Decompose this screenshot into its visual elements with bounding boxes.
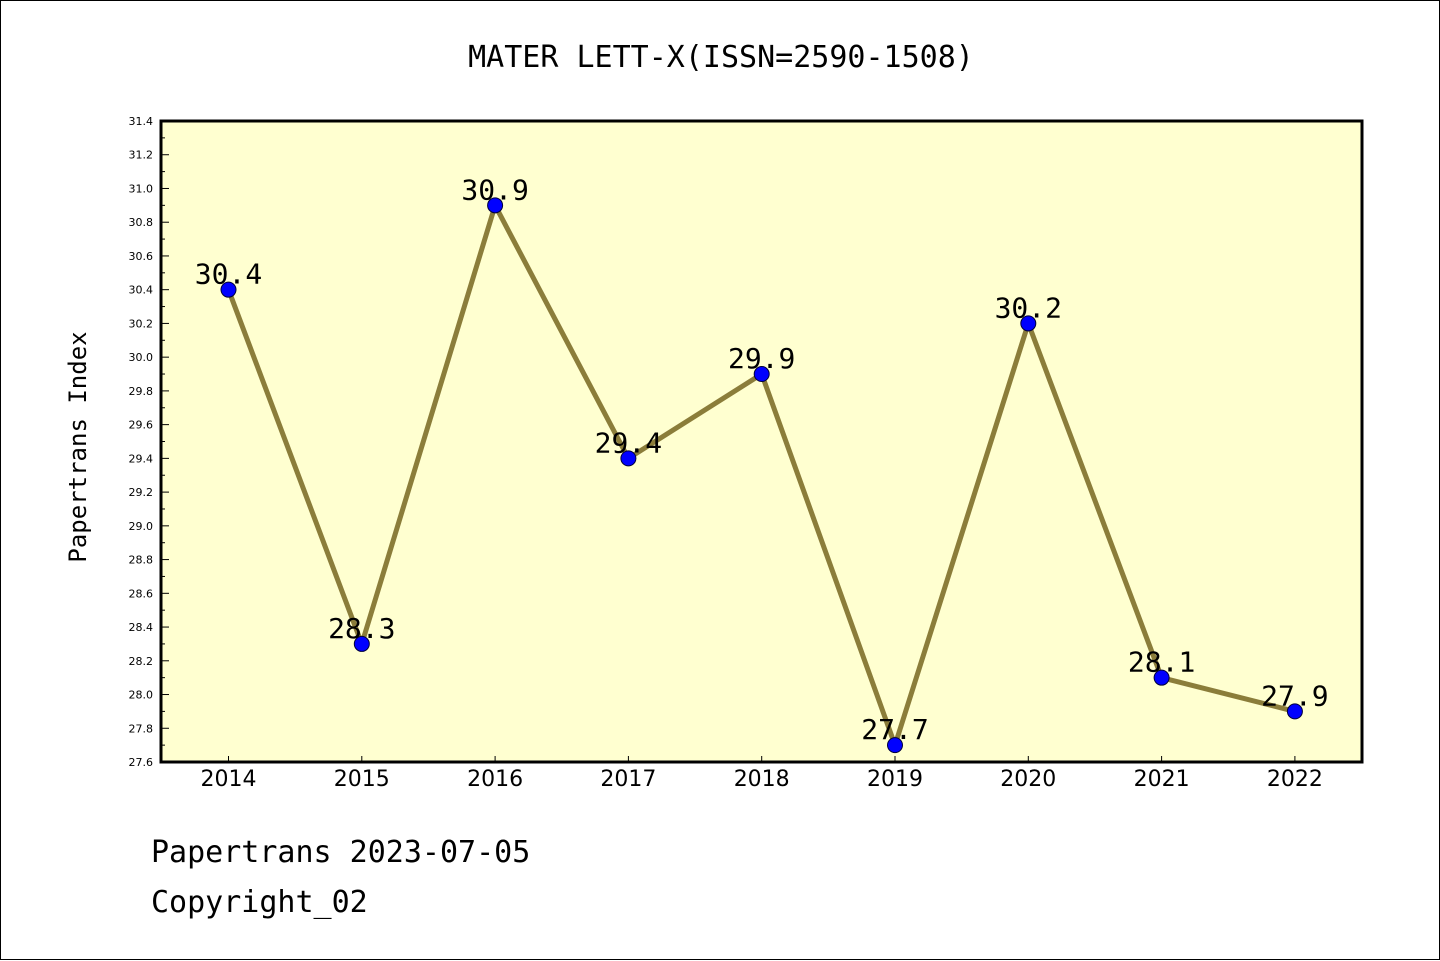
- y-tick-label: 30.0: [129, 351, 154, 364]
- data-label: 30.4: [195, 258, 262, 291]
- y-tick-label: 27.6: [129, 756, 154, 769]
- footer-copyright-text: Copyright_02: [151, 885, 368, 920]
- y-tick-label: 28.0: [129, 689, 154, 702]
- data-labels: 30.4 28.3 30.9 29.4 29.9 27.7 30.2 28.1 27.9: [195, 173, 1329, 746]
- data-label: 30.2: [995, 291, 1062, 324]
- x-tick-label: 2014: [201, 767, 257, 792]
- plot-area: [161, 121, 1362, 762]
- x-tick-label: 2019: [867, 767, 923, 792]
- data-label: 29.9: [728, 342, 795, 375]
- x-tick-label: 2017: [600, 767, 656, 792]
- data-label: 27.7: [861, 713, 928, 746]
- data-point-marker: [753, 366, 770, 383]
- data-point-marker: [620, 450, 637, 467]
- y-tick-label: 28.4: [129, 621, 154, 634]
- data-point-marker: [487, 197, 504, 214]
- y-tick-label: 29.2: [129, 486, 154, 499]
- data-point-marker: [1153, 669, 1170, 686]
- data-label: 28.3: [328, 612, 395, 645]
- y-tick-label: 31.4: [129, 115, 154, 128]
- chart-title: MATER LETT-X(ISSN=2590-1508): [468, 40, 974, 75]
- y-tick-label: 28.2: [129, 655, 154, 668]
- data-label: 28.1: [1128, 646, 1195, 679]
- plot-border: [159, 119, 1364, 764]
- y-tick-label: 29.0: [129, 520, 154, 533]
- data-label: 30.9: [461, 173, 528, 206]
- y-tick-label: 30.8: [129, 216, 154, 229]
- y-tick-label: 28.6: [129, 587, 154, 600]
- y-tick-label: 28.8: [129, 554, 154, 567]
- data-point-marker: [353, 635, 370, 652]
- x-axis: 2014 2015 2016 2017 2018 2019 2020 2021 2022: [201, 756, 1323, 792]
- x-tick-label: 2018: [734, 767, 790, 792]
- y-tick-label: 30.2: [129, 317, 154, 330]
- data-point-marker: [887, 737, 903, 754]
- y-tick-label: 29.6: [129, 419, 154, 432]
- y-tick-label: 31.0: [129, 182, 154, 195]
- data-point-marker: [220, 281, 237, 298]
- data-label: 29.4: [595, 426, 662, 459]
- y-tick-label: 29.8: [129, 385, 154, 398]
- data-label: 27.9: [1261, 679, 1328, 712]
- y-axis: 27.6 27.8 28.0 28.2 28.4 28.6 28.8 29.0 29.2 29.4…: [129, 115, 169, 769]
- x-tick-label: 2015: [334, 767, 390, 792]
- data-point-marker: [1020, 315, 1037, 332]
- y-tick-label: 31.2: [129, 149, 154, 162]
- x-tick-label: 2016: [467, 767, 523, 792]
- y-tick-label: 29.4: [129, 452, 154, 465]
- x-tick-label: 2020: [1000, 767, 1056, 792]
- data-point-marker: [1286, 703, 1303, 720]
- y-tick-label: 27.8: [129, 722, 154, 735]
- x-tick-label: 2022: [1267, 767, 1323, 792]
- y-axis-label: Papertrans Index: [64, 331, 92, 562]
- footer-date-text: Papertrans 2023-07-05: [151, 835, 531, 870]
- y-tick-label: 30.4: [129, 284, 154, 297]
- y-tick-label: 30.6: [129, 250, 154, 263]
- x-tick-label: 2021: [1134, 767, 1190, 792]
- series-markers: [220, 197, 1303, 754]
